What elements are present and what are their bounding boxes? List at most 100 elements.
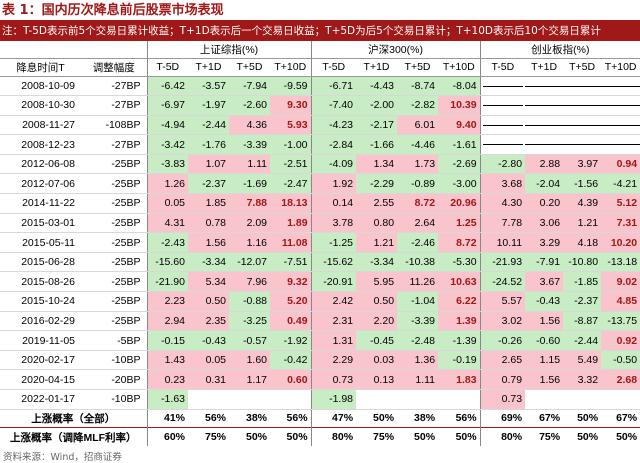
value-cell: -3.42 (146, 134, 188, 155)
value-cell: -4.46 (397, 134, 439, 155)
summary-value: 50% (397, 427, 439, 447)
value-cell: 1.31 (310, 330, 357, 351)
col-header: T+1D (525, 58, 564, 77)
table-title: 表 1：国内历次降息前后股票市场表现 (0, 0, 640, 22)
value-cell: -1.25 (310, 232, 357, 253)
summary-value: 56% (188, 408, 229, 428)
col-header: T+10D (601, 58, 640, 77)
date-cell: 2019-11-05 (0, 330, 81, 351)
dash-line (525, 124, 564, 126)
value-cell: 5.93 (270, 115, 312, 136)
dash-line (601, 144, 640, 146)
value-cell: 1.21 (356, 232, 398, 253)
value-cell: 0.05 (146, 193, 188, 214)
empty-cell (270, 389, 312, 410)
empty-cell (479, 134, 526, 155)
value-cell: -2.29 (356, 173, 398, 195)
table-row: 2012-06-08 -25BP -3.83 1.07 1.11 -2.51 -4.09 1.… (0, 154, 640, 175)
empty-cell (601, 115, 640, 136)
table-row: 2022-01-17 -10BP -1.63 -1.98 0.73 (0, 389, 640, 410)
col-header: T+1D (356, 58, 398, 77)
date-cell: 2012-06-08 (0, 154, 81, 175)
date-cell: 2015-05-11 (0, 232, 81, 253)
summary-value: 50% (356, 408, 398, 428)
value-cell: 9.02 (601, 271, 640, 293)
empty-cell (397, 389, 439, 410)
value-cell: 2.64 (397, 213, 439, 234)
empty-cell (356, 389, 398, 410)
value-cell: -1.61 (438, 134, 481, 155)
value-cell: 1.43 (146, 350, 188, 371)
dash-line (601, 124, 640, 126)
table-row: 2020-02-17 -10BP 1.43 0.05 1.60 -0.42 2.29 0.03… (0, 350, 640, 371)
value-cell: 2.35 (188, 311, 229, 332)
value-cell: 1.92 (310, 173, 357, 195)
value-cell: 7.96 (229, 271, 270, 293)
value-cell: 3.32 (563, 369, 602, 390)
value-cell: 1.83 (438, 369, 481, 390)
dash-line (525, 144, 564, 146)
value-cell: -0.88 (229, 291, 270, 312)
value-cell: -15.62 (310, 252, 357, 273)
value-cell: 18.13 (270, 193, 312, 214)
empty-cell (479, 76, 526, 97)
value-cell: -2.17 (356, 115, 398, 136)
col-header: T-5D (146, 58, 188, 77)
summary-value: 41% (146, 408, 188, 428)
value-cell: 1.11 (397, 369, 439, 390)
dash-line (482, 85, 523, 87)
bp-cell: -25BP (81, 291, 147, 312)
bp-cell: -25BP (81, 232, 147, 253)
table-body: 2008-10-09 -27BP -6.42 -3.57 -7.94 -9.59 -6.71… (0, 76, 640, 410)
summary-row: 上涨概率（调降MLF利率） 60% 75% 50% 50% 80% 75% 50% 50% 80%… (0, 427, 640, 447)
value-cell: 5.20 (270, 291, 312, 312)
value-cell: -2.44 (188, 115, 229, 136)
value-cell: 10.20 (601, 232, 640, 253)
value-cell: 1.21 (563, 213, 602, 234)
summary-value: 56% (438, 408, 481, 428)
value-cell: -7.51 (270, 252, 312, 273)
table-summary: 上涨概率（全部） 41% 56% 38% 56% 47% 50% 38% 56% 69% 67% 50… (0, 408, 640, 447)
value-cell: -2.37 (188, 173, 229, 195)
summary-value: 80% (479, 427, 526, 447)
value-cell: -8.87 (563, 311, 602, 332)
summary-value: 75% (356, 427, 398, 447)
empty-cell (525, 134, 564, 155)
source-note: 资料来源：Wind，招商证券 (3, 452, 122, 463)
date-cell: 2008-10-09 (0, 76, 81, 97)
value-cell: 0.50 (188, 291, 229, 312)
bp-cell: -25BP (81, 271, 147, 293)
table-row: 2015-06-28 -25BP -15.60 -3.34 -12.07 -7.51 -15… (0, 252, 640, 273)
value-cell: -2.04 (525, 173, 564, 195)
value-cell: -0.60 (525, 330, 564, 351)
value-cell: -2.43 (146, 232, 188, 253)
value-cell: -7.94 (229, 76, 270, 97)
bp-cell: -5BP (81, 330, 147, 351)
value-cell: 5.49 (563, 350, 602, 371)
value-cell: -2.00 (356, 95, 398, 116)
value-cell: 10.63 (438, 271, 481, 293)
col-header: T+5D (563, 58, 602, 77)
value-cell: -3.25 (229, 311, 270, 332)
value-cell: -1.97 (188, 95, 229, 116)
summary-value: 50% (270, 427, 312, 447)
value-cell: 3.67 (525, 271, 564, 293)
value-cell: -3.34 (188, 252, 229, 273)
dash-line (601, 85, 640, 87)
date-cell: 2015-03-01 (0, 213, 81, 234)
value-cell: 7.31 (601, 213, 640, 234)
value-cell: -0.45 (356, 330, 398, 351)
dash-line (525, 105, 564, 107)
col-header: T-5D (479, 58, 526, 77)
value-cell: -6.97 (146, 95, 188, 116)
summary-value: 50% (601, 427, 640, 447)
value-cell: -3.34 (356, 252, 398, 273)
bp-cell: -108BP (81, 115, 147, 136)
value-cell: 3.02 (479, 311, 526, 332)
value-cell: -2.69 (438, 154, 481, 175)
value-cell: 0.14 (310, 193, 357, 214)
summary-value: 38% (229, 408, 270, 428)
table-row: 2012-07-06 -25BP 1.26 -2.37 -1.69 -2.47 1.92 -2… (0, 173, 640, 195)
value-cell: 5.57 (479, 291, 526, 312)
dash-line (525, 85, 564, 87)
